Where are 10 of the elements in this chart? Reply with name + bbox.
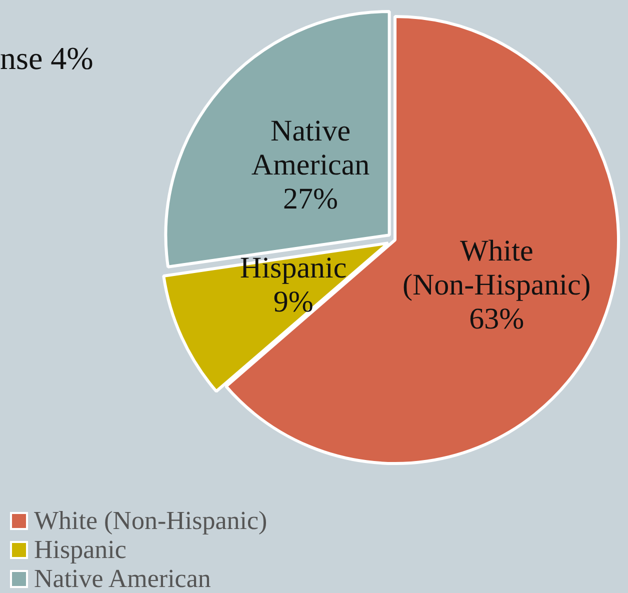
slice-label: Hispanic <box>240 251 347 284</box>
slice-label: White (Non-Hispanic) <box>402 234 591 302</box>
legend-label: White (Non-Hispanic) <box>34 506 268 535</box>
legend-label: Native American <box>34 564 211 593</box>
slice-label: Native American <box>251 114 370 182</box>
data-label: 9% <box>273 285 314 318</box>
legend-label: Hispanic <box>34 535 126 564</box>
data-label: 63% <box>469 302 524 336</box>
data-label: 27% <box>283 182 338 216</box>
text: nse 4% <box>0 40 94 77</box>
